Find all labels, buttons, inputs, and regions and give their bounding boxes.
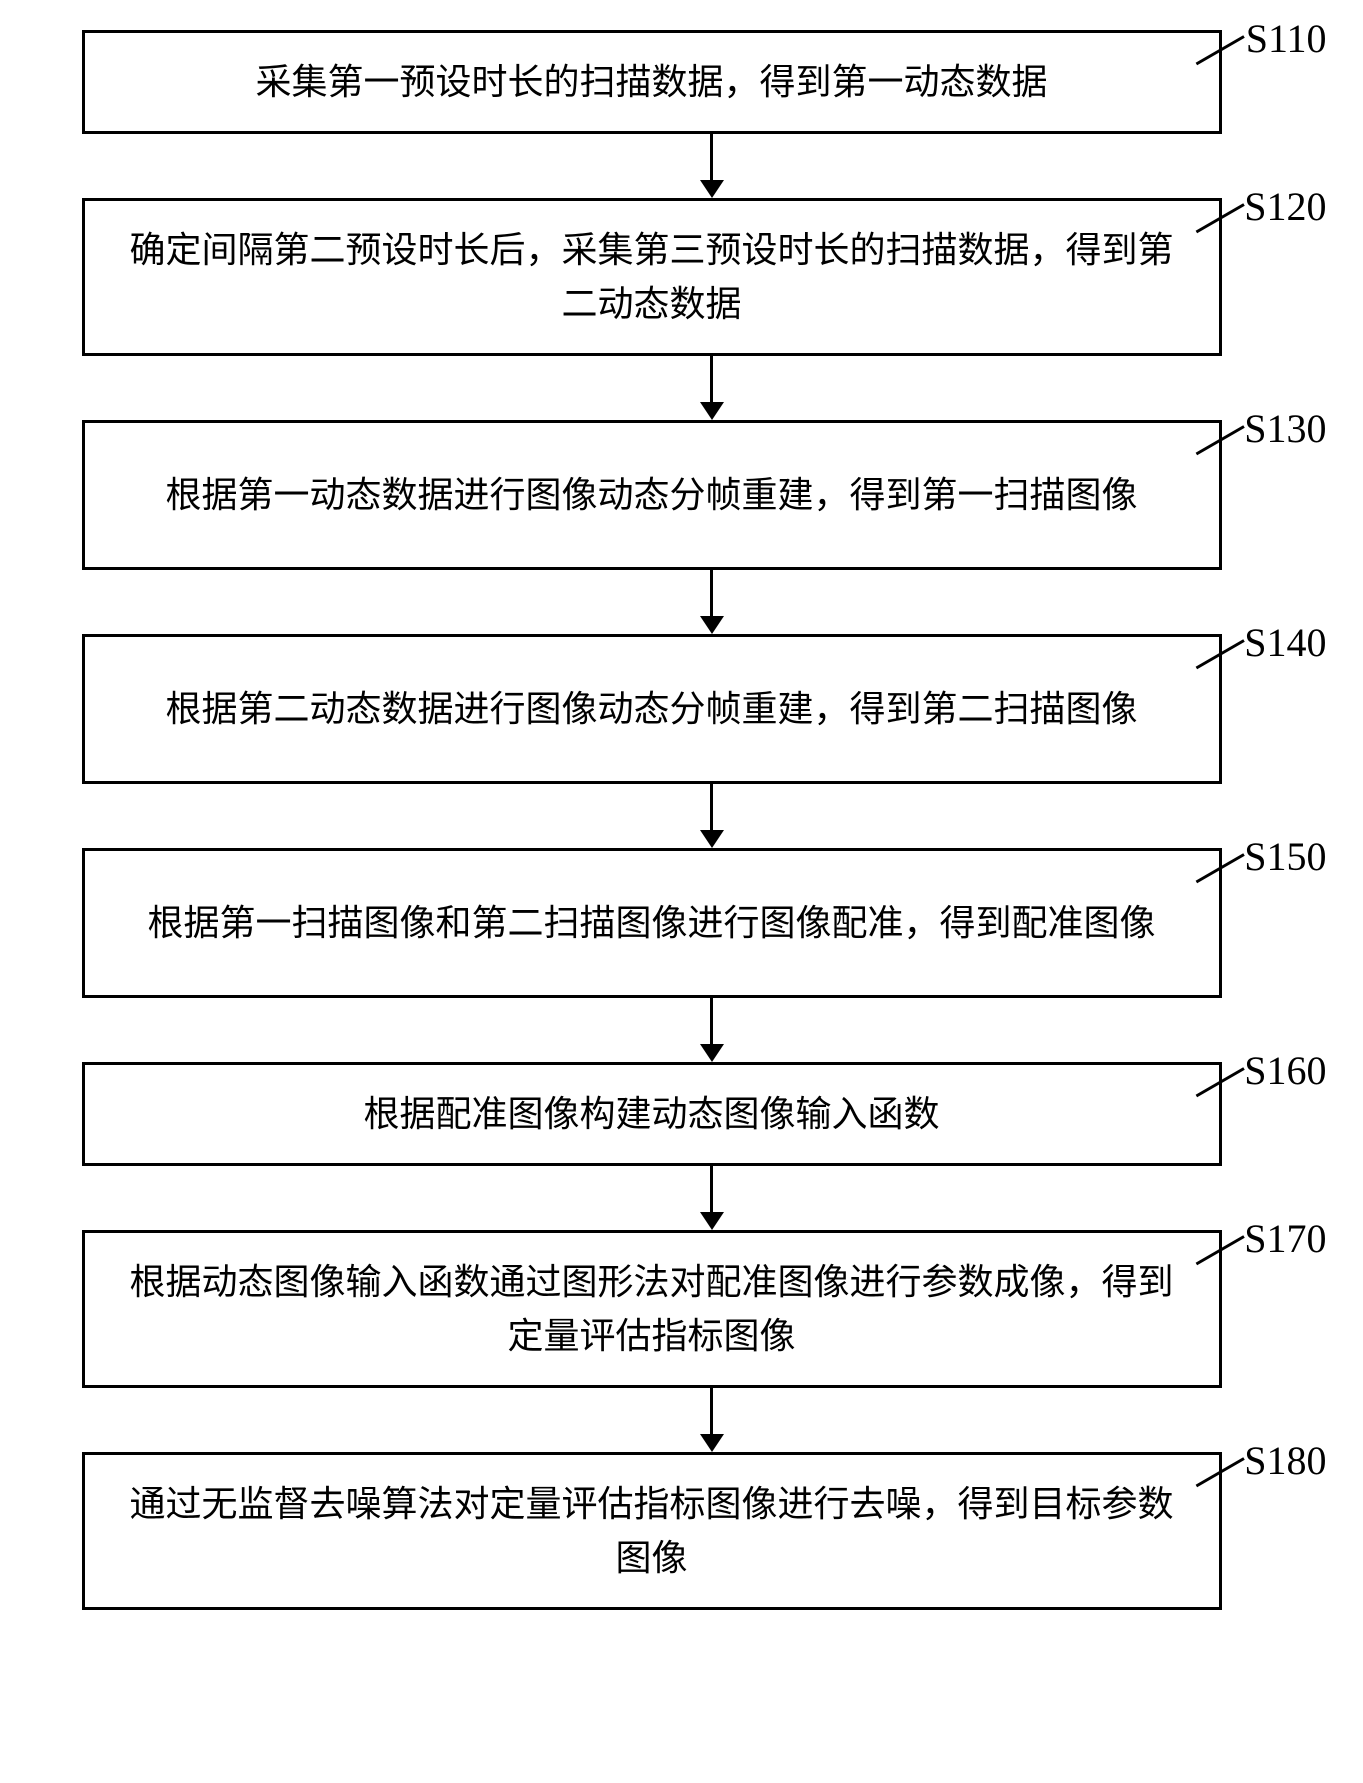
arrow-head-icon <box>700 1044 724 1062</box>
step-label-s160: S160 <box>1244 1047 1326 1094</box>
arrow-line <box>710 998 713 1046</box>
step-row-s140: 根据第二动态数据进行图像动态分帧重建，得到第二扫描图像 S140 <box>22 634 1342 784</box>
step-row-s130: 根据第一动态数据进行图像动态分帧重建，得到第一扫描图像 S130 <box>22 420 1342 570</box>
step-label-s180: S180 <box>1244 1437 1326 1484</box>
arrow-line <box>710 784 713 832</box>
step-box-s180: 通过无监督去噪算法对定量评估指标图像进行去噪，得到目标参数图像 <box>82 1452 1222 1610</box>
arrow-head-icon <box>700 616 724 634</box>
arrow-connector <box>142 1166 1282 1230</box>
arrow-line <box>710 1166 713 1214</box>
arrow-head-icon <box>700 1212 724 1230</box>
arrow-connector <box>142 1388 1282 1452</box>
arrow-head-icon <box>700 180 724 198</box>
step-text: 根据第一动态数据进行图像动态分帧重建，得到第一扫描图像 <box>165 468 1137 522</box>
step-text: 通过无监督去噪算法对定量评估指标图像进行去噪，得到目标参数图像 <box>125 1477 1179 1585</box>
step-label-s170: S170 <box>1244 1215 1326 1262</box>
step-box-s130: 根据第一动态数据进行图像动态分帧重建，得到第一扫描图像 <box>82 420 1222 570</box>
arrow-head-icon <box>700 1434 724 1452</box>
step-box-s140: 根据第二动态数据进行图像动态分帧重建，得到第二扫描图像 <box>82 634 1222 784</box>
step-label-s120: S120 <box>1244 183 1326 230</box>
step-row-s120: 确定间隔第二预设时长后，采集第三预设时长的扫描数据，得到第二动态数据 S120 <box>22 198 1342 356</box>
arrow-head-icon <box>700 402 724 420</box>
step-text: 根据动态图像输入函数通过图形法对配准图像进行参数成像，得到定量评估指标图像 <box>125 1255 1179 1363</box>
arrow-line <box>710 356 713 404</box>
step-label-s150: S150 <box>1244 833 1326 880</box>
arrow-connector <box>142 134 1282 198</box>
step-text: 采集第一预设时长的扫描数据，得到第一动态数据 <box>255 55 1047 109</box>
arrow-connector <box>142 570 1282 634</box>
arrow-connector <box>142 356 1282 420</box>
arrow-connector <box>142 784 1282 848</box>
step-text: 根据第二动态数据进行图像动态分帧重建，得到第二扫描图像 <box>165 682 1137 736</box>
step-box-s170: 根据动态图像输入函数通过图形法对配准图像进行参数成像，得到定量评估指标图像 <box>82 1230 1222 1388</box>
step-box-s160: 根据配准图像构建动态图像输入函数 <box>82 1062 1222 1166</box>
step-label-s140: S140 <box>1244 619 1326 666</box>
arrow-connector <box>142 998 1282 1062</box>
step-label-s130: S130 <box>1244 405 1326 452</box>
arrow-line <box>710 570 713 618</box>
arrow-line <box>710 134 713 182</box>
step-text: 确定间隔第二预设时长后，采集第三预设时长的扫描数据，得到第二动态数据 <box>125 223 1179 331</box>
step-row-s110: 采集第一预设时长的扫描数据，得到第一动态数据 S110 <box>22 30 1342 134</box>
step-label-s110: S110 <box>1246 15 1327 62</box>
step-row-s150: 根据第一扫描图像和第二扫描图像进行图像配准，得到配准图像 S150 <box>22 848 1342 998</box>
arrow-line <box>710 1388 713 1436</box>
arrow-head-icon <box>700 830 724 848</box>
step-text: 根据第一扫描图像和第二扫描图像进行图像配准，得到配准图像 <box>147 896 1155 950</box>
flowchart-container: 采集第一预设时长的扫描数据，得到第一动态数据 S110 确定间隔第二预设时长后，… <box>22 30 1342 1610</box>
step-box-s150: 根据第一扫描图像和第二扫描图像进行图像配准，得到配准图像 <box>82 848 1222 998</box>
step-row-s170: 根据动态图像输入函数通过图形法对配准图像进行参数成像，得到定量评估指标图像 S1… <box>22 1230 1342 1388</box>
step-box-s120: 确定间隔第二预设时长后，采集第三预设时长的扫描数据，得到第二动态数据 <box>82 198 1222 356</box>
step-box-s110: 采集第一预设时长的扫描数据，得到第一动态数据 <box>82 30 1222 134</box>
step-text: 根据配准图像构建动态图像输入函数 <box>363 1087 939 1141</box>
step-row-s160: 根据配准图像构建动态图像输入函数 S160 <box>22 1062 1342 1166</box>
step-row-s180: 通过无监督去噪算法对定量评估指标图像进行去噪，得到目标参数图像 S180 <box>22 1452 1342 1610</box>
